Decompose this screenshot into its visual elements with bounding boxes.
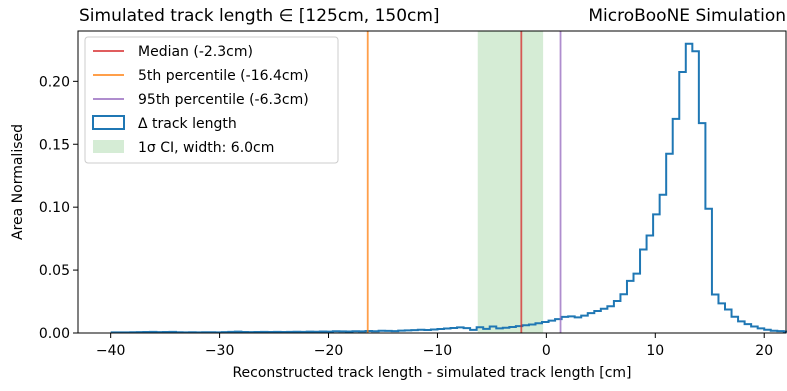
y-tick-label: 0.20 [39, 74, 70, 90]
y-axis-label: Area Normalised [10, 124, 26, 240]
y-axis: 0.00 0.05 0.10 0.15 0.20 [39, 74, 78, 342]
legend-p5-label: 5th percentile (-16.4cm) [138, 68, 309, 84]
legend-median-label: Median (-2.3cm) [138, 44, 253, 60]
x-tick-label: −30 [205, 343, 235, 359]
chart-title: Simulated track length ∈ [125cm, 150cm] [79, 6, 440, 26]
x-tick-label: 10 [646, 343, 664, 359]
legend-band-swatch [93, 140, 124, 153]
x-axis-label: Reconstructed track length - simulated t… [232, 365, 631, 381]
x-tick-label: 20 [755, 343, 773, 359]
legend-band-label: 1σ CI, width: 6.0cm [138, 140, 274, 156]
legend-hist-label: Δ track length [138, 116, 237, 132]
legend-box [84, 36, 339, 164]
ci-band [477, 31, 544, 333]
x-tick-label: −10 [423, 343, 453, 359]
y-tick-label: 0.15 [39, 137, 70, 153]
y-tick-label: 0.05 [39, 263, 70, 279]
legend-hist-swatch [92, 115, 125, 130]
x-axis: −40 −30 −20 −10 0 10 20 [96, 333, 773, 359]
y-tick-label: 0.00 [39, 326, 70, 342]
x-tick-label: −40 [96, 343, 126, 359]
x-tick-label: 0 [542, 343, 551, 359]
y-tick-label: 0.10 [39, 200, 70, 216]
histogram-series [110, 42, 787, 334]
chart-subtitle: MicroBooNE Simulation [588, 6, 786, 26]
legend-p95-label: 95th percentile (-6.3cm) [138, 92, 309, 108]
x-tick-label: −20 [314, 343, 344, 359]
legend: Median (-2.3cm) 5th percentile (-16.4cm)… [84, 36, 339, 164]
plot-frame [77, 30, 787, 334]
